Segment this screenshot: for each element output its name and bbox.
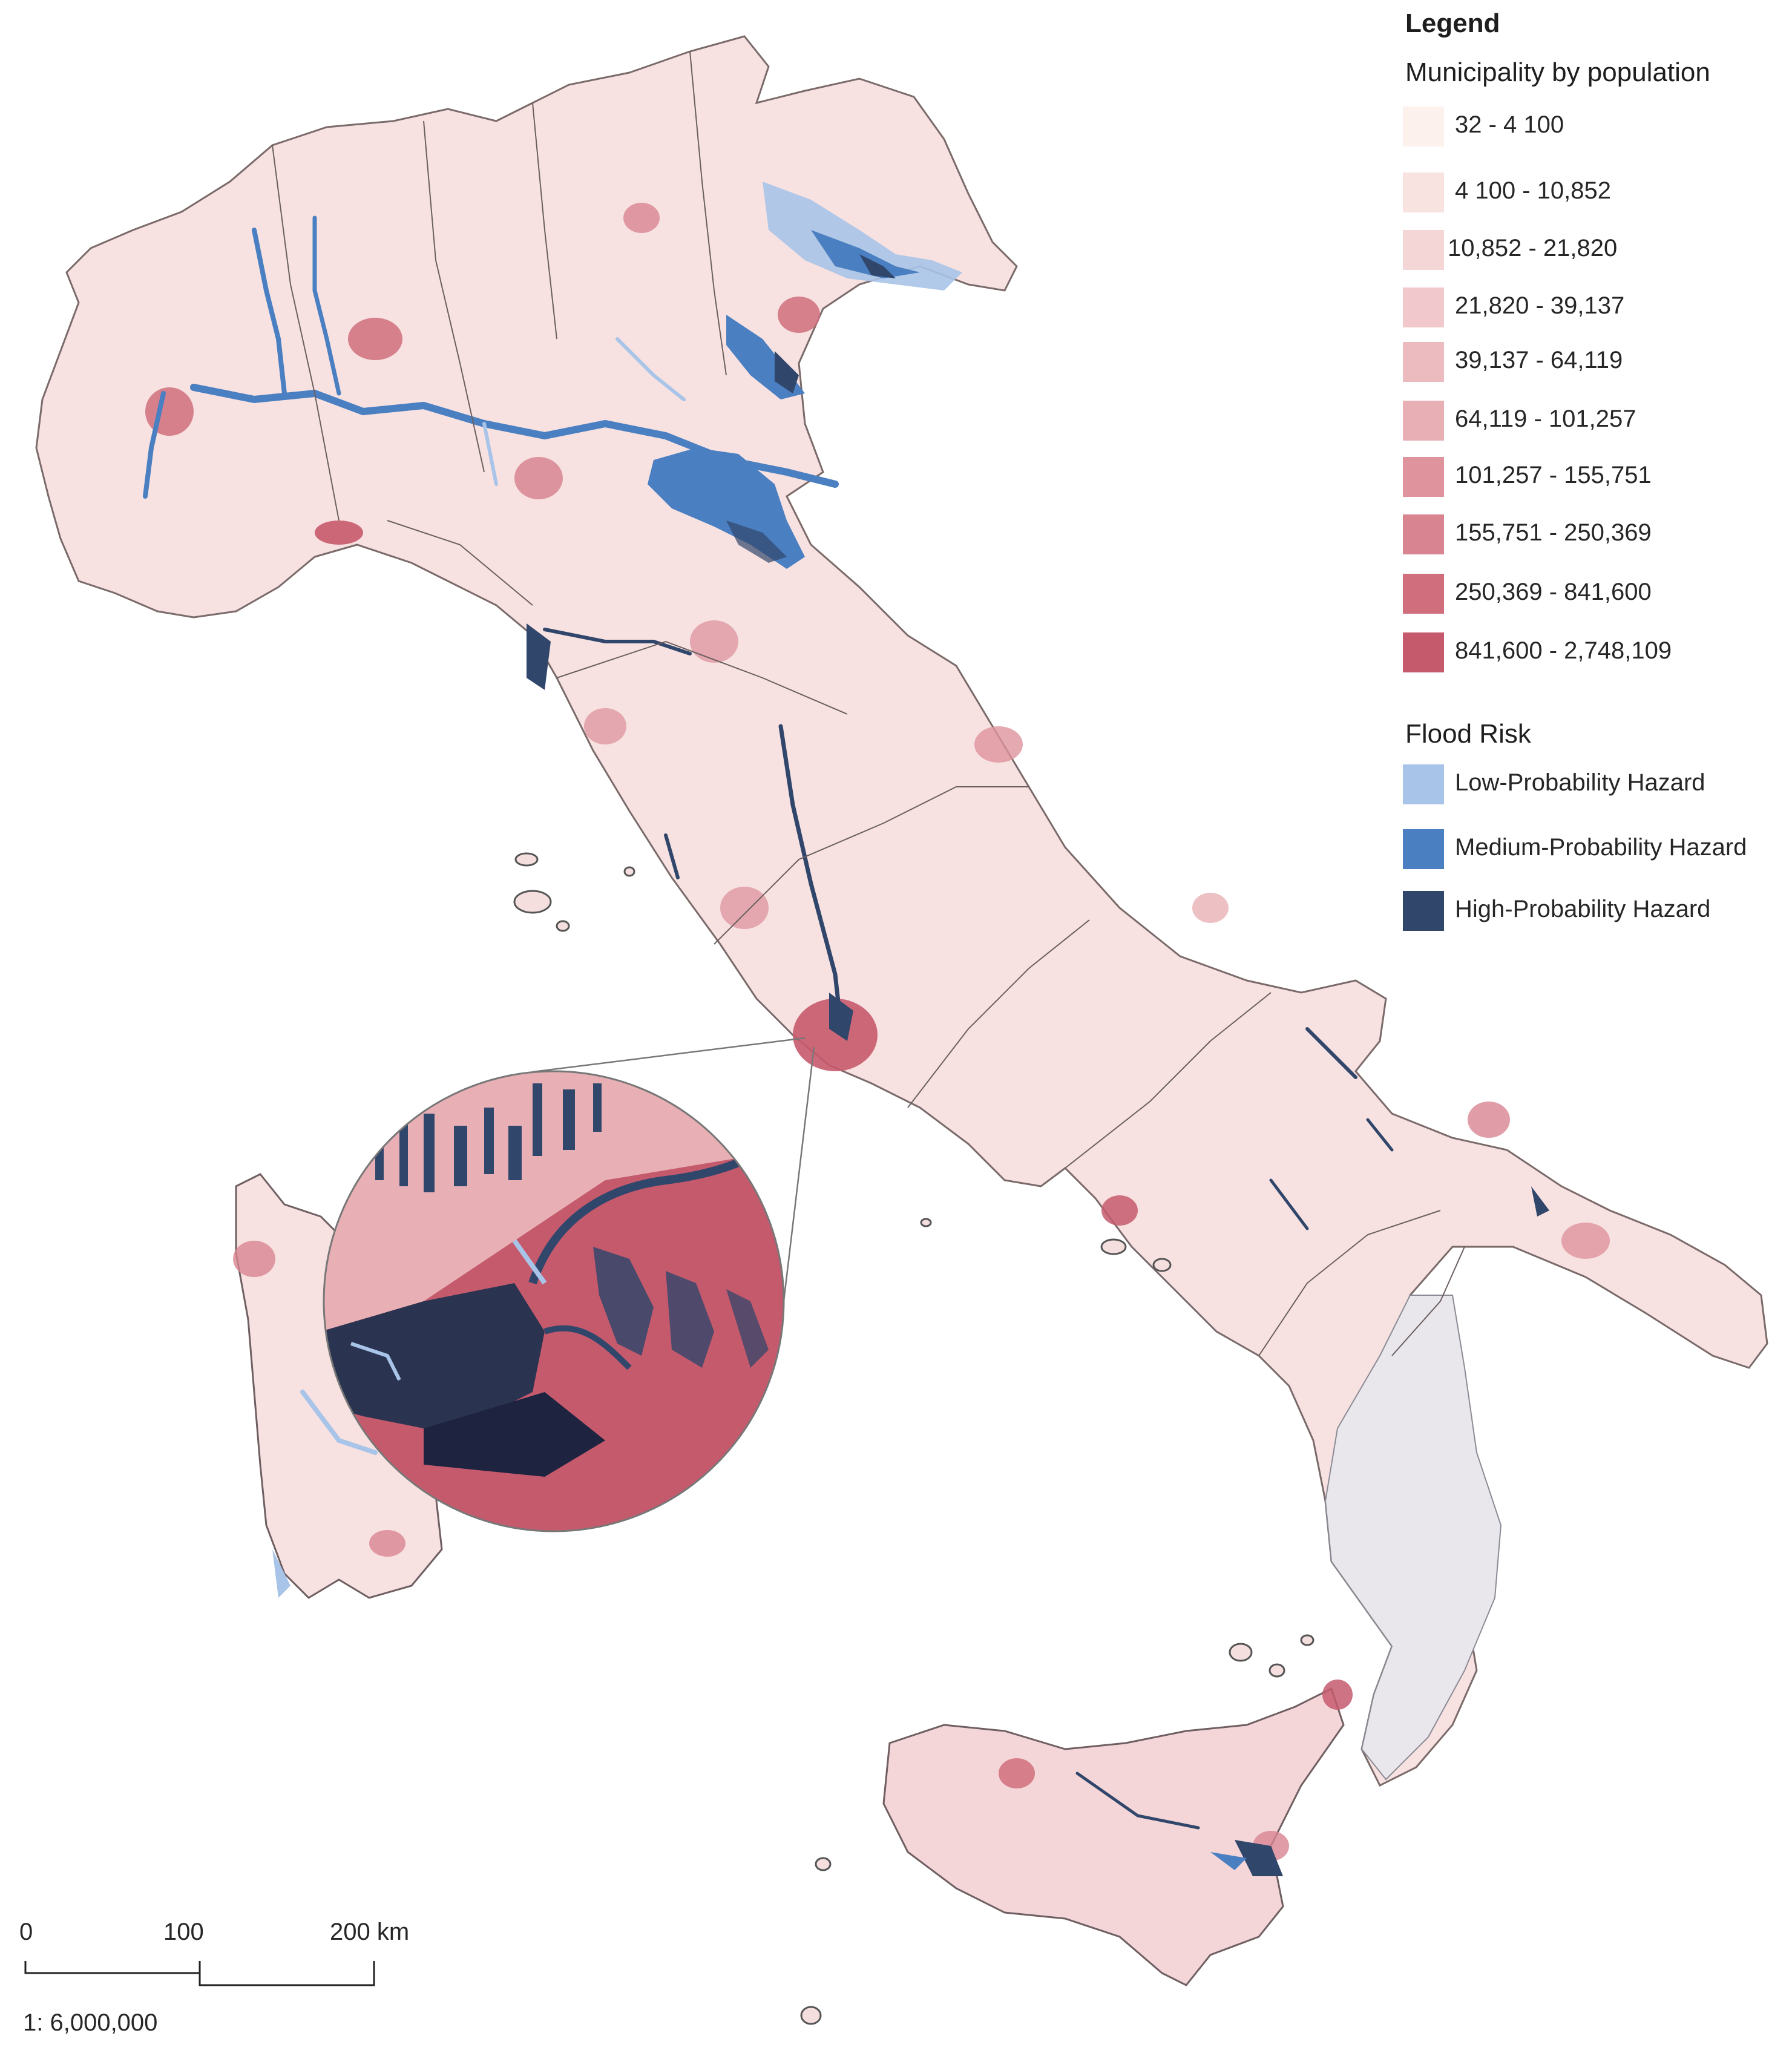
- legend-item: 841,600 - 2,748,109: [1403, 632, 1790, 681]
- legend-label: 841,600 - 2,748,109: [1455, 637, 1672, 664]
- scale-tick-0: 0: [19, 1919, 33, 1945]
- population-hotspots: [145, 203, 1610, 1861]
- legend-label: 101,257 - 155,751: [1455, 462, 1652, 488]
- legend-item: 32 - 4 100: [1403, 107, 1790, 155]
- calabria-region: [1324, 1295, 1502, 1781]
- small-islands: [513, 852, 1314, 2025]
- scale-ratio: 1: 6,000,000: [23, 2009, 158, 2036]
- legend-label: 64,119 - 101,257: [1455, 406, 1636, 432]
- population-legend-heading: Municipality by population: [1405, 57, 1710, 87]
- legend-swatch: [1403, 401, 1444, 441]
- legend-swatch: [1403, 829, 1444, 869]
- flood-legend-heading: Flood Risk: [1405, 719, 1531, 749]
- legend-swatch: [1403, 172, 1444, 212]
- legend-swatch: [1403, 891, 1444, 931]
- legend-item: High-Probability Hazard: [1403, 891, 1790, 939]
- legend-item: Medium-Probability Hazard: [1403, 829, 1790, 878]
- flood-hazard-zones: [272, 182, 1549, 1876]
- scale-tick-200: 200 km: [330, 1919, 410, 1945]
- legend-label: 250,369 - 841,600: [1455, 579, 1652, 605]
- legend-label: 39,137 - 64,119: [1455, 347, 1623, 373]
- legend-item: 64,119 - 101,257: [1403, 401, 1790, 449]
- legend-swatch: [1403, 107, 1444, 146]
- legend-item: 39,137 - 64,119: [1403, 342, 1790, 390]
- legend-swatch: [1403, 457, 1444, 497]
- legend-label: 32 - 4 100: [1455, 111, 1564, 138]
- zoom-connector-lines: [532, 1037, 815, 1302]
- regional-boundaries: [272, 51, 1465, 1356]
- legend-item: 250,369 - 841,600: [1403, 574, 1790, 622]
- inset-zoom-circle: [324, 1071, 784, 1531]
- scale-tick-100: 100: [163, 1919, 204, 1945]
- inset-circle-border: [323, 1070, 785, 1532]
- legend-label: Medium-Probability Hazard: [1455, 834, 1747, 861]
- legend-item: Low-Probability Hazard: [1403, 764, 1790, 813]
- legend-swatch: [1403, 764, 1444, 804]
- legend-label: Low-Probability Hazard: [1455, 769, 1705, 796]
- mainland-italy: [35, 35, 1768, 1787]
- legend-swatch: [1403, 342, 1444, 382]
- legend-item: 21,820 - 39,137: [1403, 287, 1790, 336]
- legend-label: High-Probability Hazard: [1455, 896, 1711, 922]
- legend-swatch: [1403, 574, 1444, 614]
- legend-title: Legend: [1405, 8, 1500, 38]
- legend-swatch: [1403, 514, 1444, 554]
- legend-item: 155,751 - 250,369: [1403, 514, 1790, 563]
- legend-label: 21,820 - 39,137: [1455, 292, 1625, 319]
- legend-item: 10,852 - 21,820: [1403, 230, 1790, 278]
- legend-label: 4 100 - 10,852: [1455, 177, 1611, 204]
- legend-item: 101,257 - 155,751: [1403, 457, 1790, 505]
- legend-label: 155,751 - 250,369: [1455, 519, 1652, 546]
- legend-swatch: [1403, 632, 1444, 672]
- legend-swatch: [1403, 230, 1444, 270]
- legend-label: 10,852 - 21,820: [1448, 235, 1618, 261]
- legend-item: 4 100 - 10,852: [1403, 172, 1790, 221]
- legend-swatch: [1403, 287, 1444, 327]
- scale-bar: [24, 1961, 375, 1986]
